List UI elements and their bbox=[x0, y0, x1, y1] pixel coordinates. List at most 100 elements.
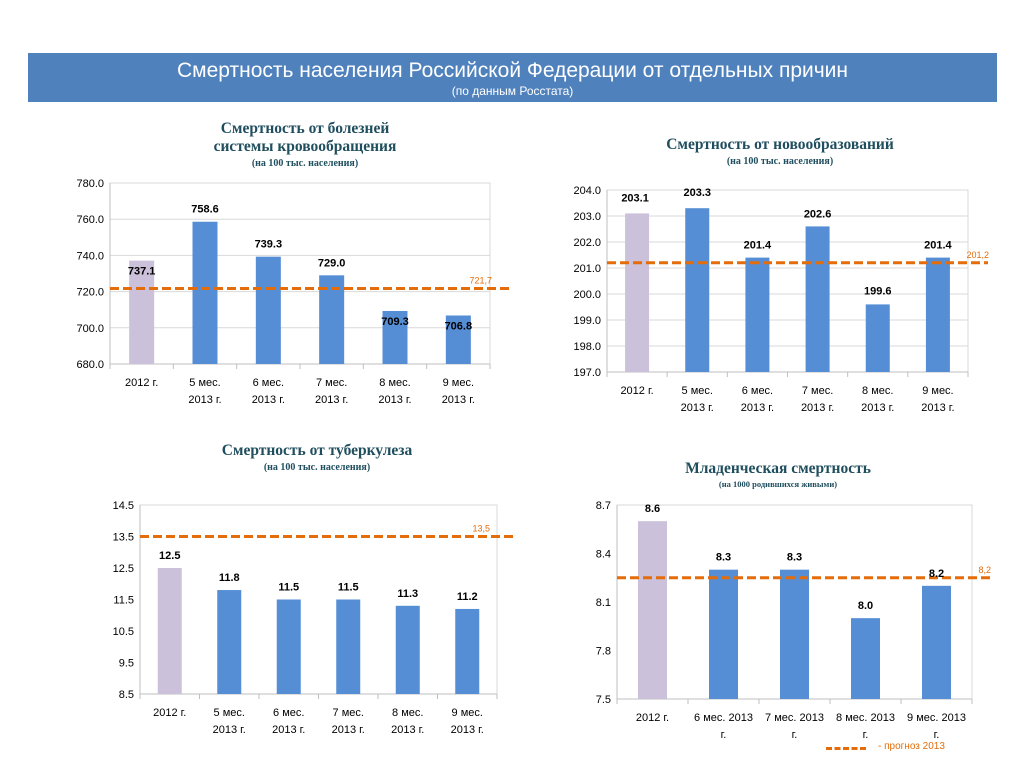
bar-infant bbox=[638, 521, 667, 699]
bar-neoplasm bbox=[685, 208, 710, 372]
plot-frame-cardio bbox=[109, 182, 491, 365]
bar-cardio bbox=[255, 256, 281, 364]
y-tick-label-tb: 8.5 bbox=[119, 689, 134, 701]
value-label-cardio: 739.3 bbox=[255, 239, 283, 251]
bar-neoplasm bbox=[805, 226, 830, 372]
category-label-neoplasm: 9 мес. 2013 г. bbox=[921, 385, 954, 414]
bar-infant bbox=[851, 618, 880, 699]
plot-frame-neoplasm bbox=[606, 189, 969, 373]
value-label-neoplasm: 201.4 bbox=[744, 240, 772, 252]
y-tick-label-infant: 7.5 bbox=[596, 694, 611, 706]
category-label-neoplasm: 8 мес. 2013 г. bbox=[861, 385, 894, 414]
chart-title-neoplasm: Смертность от новообразований bbox=[666, 136, 894, 153]
chart-subtitle-tb: (на 100 тыс. населения) bbox=[263, 462, 371, 473]
header-banner: Смертность населения Российской Федераци… bbox=[28, 53, 997, 102]
value-label-neoplasm: 201.4 bbox=[924, 240, 952, 252]
chart-title-infant: Младенческая смертность bbox=[685, 460, 871, 477]
value-label-infant: 8.3 bbox=[716, 552, 731, 564]
y-tick-label-cardio: 780.0 bbox=[76, 178, 104, 190]
y-tick-label-infant: 8.4 bbox=[596, 549, 611, 561]
chart-title-tb: Смертность от туберкулеза bbox=[221, 442, 413, 459]
value-label-cardio: 737.1 bbox=[128, 266, 156, 278]
bar-neoplasm bbox=[865, 304, 890, 372]
y-tick-label-neoplasm: 198.0 bbox=[573, 341, 601, 353]
value-label-tb: 11.3 bbox=[397, 588, 418, 600]
value-label-neoplasm: 199.6 bbox=[864, 285, 892, 297]
bar-cardio bbox=[319, 275, 345, 364]
value-label-cardio: 709.3 bbox=[381, 316, 409, 328]
category-label-cardio: 9 мес. 2013 г. bbox=[442, 377, 475, 406]
category-label-infant: 2012 г. bbox=[636, 712, 669, 724]
bar-cardio bbox=[445, 315, 471, 364]
value-label-cardio: 729.0 bbox=[318, 257, 346, 269]
y-tick-label-neoplasm: 203.0 bbox=[573, 211, 601, 223]
value-label-tb: 12.5 bbox=[159, 550, 180, 562]
value-label-infant: 8.2 bbox=[929, 568, 944, 580]
category-label-neoplasm: 7 мес. 2013 г. bbox=[801, 385, 834, 414]
y-tick-label-cardio: 740.0 bbox=[76, 250, 104, 262]
y-tick-label-tb: 14.5 bbox=[113, 500, 134, 512]
y-tick-label-infant: 8.1 bbox=[596, 597, 611, 609]
value-label-neoplasm: 203.3 bbox=[683, 187, 711, 199]
forecast-label-infant: 8,2 bbox=[978, 565, 991, 575]
value-label-infant: 8.6 bbox=[645, 503, 660, 515]
y-tick-label-neoplasm: 201.0 bbox=[573, 263, 601, 275]
forecast-label-cardio: 721,7 bbox=[469, 276, 492, 286]
chart-subtitle-neoplasm: (на 100 тыс. населения) bbox=[726, 156, 834, 167]
y-tick-label-tb: 9.5 bbox=[119, 658, 134, 670]
y-tick-label-tb: 10.5 bbox=[113, 626, 134, 638]
bar-neoplasm bbox=[625, 213, 650, 372]
value-label-infant: 8.3 bbox=[787, 552, 802, 564]
y-tick-label-neoplasm: 200.0 bbox=[573, 289, 601, 301]
category-label-neoplasm: 2012 г. bbox=[620, 385, 653, 397]
category-label-tb: 6 мес. 2013 г. bbox=[272, 707, 305, 736]
bar-tb bbox=[336, 599, 361, 694]
value-label-infant: 8.0 bbox=[858, 600, 873, 612]
category-label-cardio: 6 мес. 2013 г. bbox=[252, 377, 285, 406]
bar-neoplasm bbox=[925, 257, 950, 372]
bar-tb bbox=[157, 568, 182, 694]
forecast-legend: - прогноз 2013 bbox=[826, 740, 966, 756]
category-label-tb: 2012 г. bbox=[153, 707, 186, 719]
value-label-tb: 11.2 bbox=[457, 591, 478, 603]
y-tick-label-tb: 11.5 bbox=[113, 595, 134, 607]
category-label-cardio: 5 мес. 2013 г. bbox=[188, 377, 221, 406]
page-subtitle: (по данным Росстата) bbox=[451, 84, 574, 98]
y-tick-label-cardio: 760.0 bbox=[76, 214, 104, 226]
value-label-neoplasm: 202.6 bbox=[804, 208, 832, 220]
chart-subtitle-infant: (на 1000 родившихся живыми) bbox=[718, 479, 838, 489]
bar-infant bbox=[780, 569, 809, 699]
value-label-cardio: 758.6 bbox=[191, 204, 219, 216]
value-label-tb: 11.5 bbox=[338, 582, 359, 594]
y-tick-label-infant: 7.8 bbox=[596, 646, 611, 658]
bar-tb bbox=[217, 590, 242, 694]
category-label-infant: 9 мес. 2013 г. bbox=[907, 712, 966, 741]
bar-cardio bbox=[192, 221, 218, 364]
bar-infant bbox=[709, 569, 738, 699]
category-label-tb: 5 мес. 2013 г. bbox=[213, 707, 246, 736]
value-label-tb: 11.8 bbox=[219, 572, 240, 584]
forecast-legend-line bbox=[826, 747, 866, 750]
category-label-cardio: 2012 г. bbox=[125, 377, 158, 389]
category-label-tb: 8 мес. 2013 г. bbox=[391, 707, 424, 736]
y-tick-label-cardio: 700.0 bbox=[76, 323, 104, 335]
y-tick-label-neoplasm: 202.0 bbox=[573, 237, 601, 249]
value-label-cardio: 706.8 bbox=[445, 320, 473, 332]
category-label-tb: 9 мес. 2013 г. bbox=[451, 707, 484, 736]
bar-infant bbox=[922, 585, 951, 699]
category-label-infant: 8 мес. 2013 г. bbox=[836, 712, 895, 741]
bar-cardio bbox=[129, 260, 155, 364]
y-tick-label-cardio: 680.0 bbox=[76, 359, 104, 371]
page-title: Смертность населения Российской Федераци… bbox=[176, 59, 848, 82]
bar-tb bbox=[455, 608, 480, 694]
plot-frame-tb bbox=[139, 504, 498, 695]
category-label-cardio: 8 мес. 2013 г. bbox=[378, 377, 411, 406]
value-label-tb: 11.5 bbox=[278, 582, 299, 594]
forecast-label-tb: 13,5 bbox=[472, 524, 490, 534]
category-label-cardio: 7 мес. 2013 г. bbox=[315, 377, 348, 406]
category-label-neoplasm: 6 мес. 2013 г. bbox=[741, 385, 774, 414]
chart-title-cardio: Смертность от болезней системы кровообра… bbox=[213, 120, 397, 155]
y-tick-label-tb: 12.5 bbox=[113, 563, 134, 575]
bar-cardio bbox=[382, 310, 408, 364]
